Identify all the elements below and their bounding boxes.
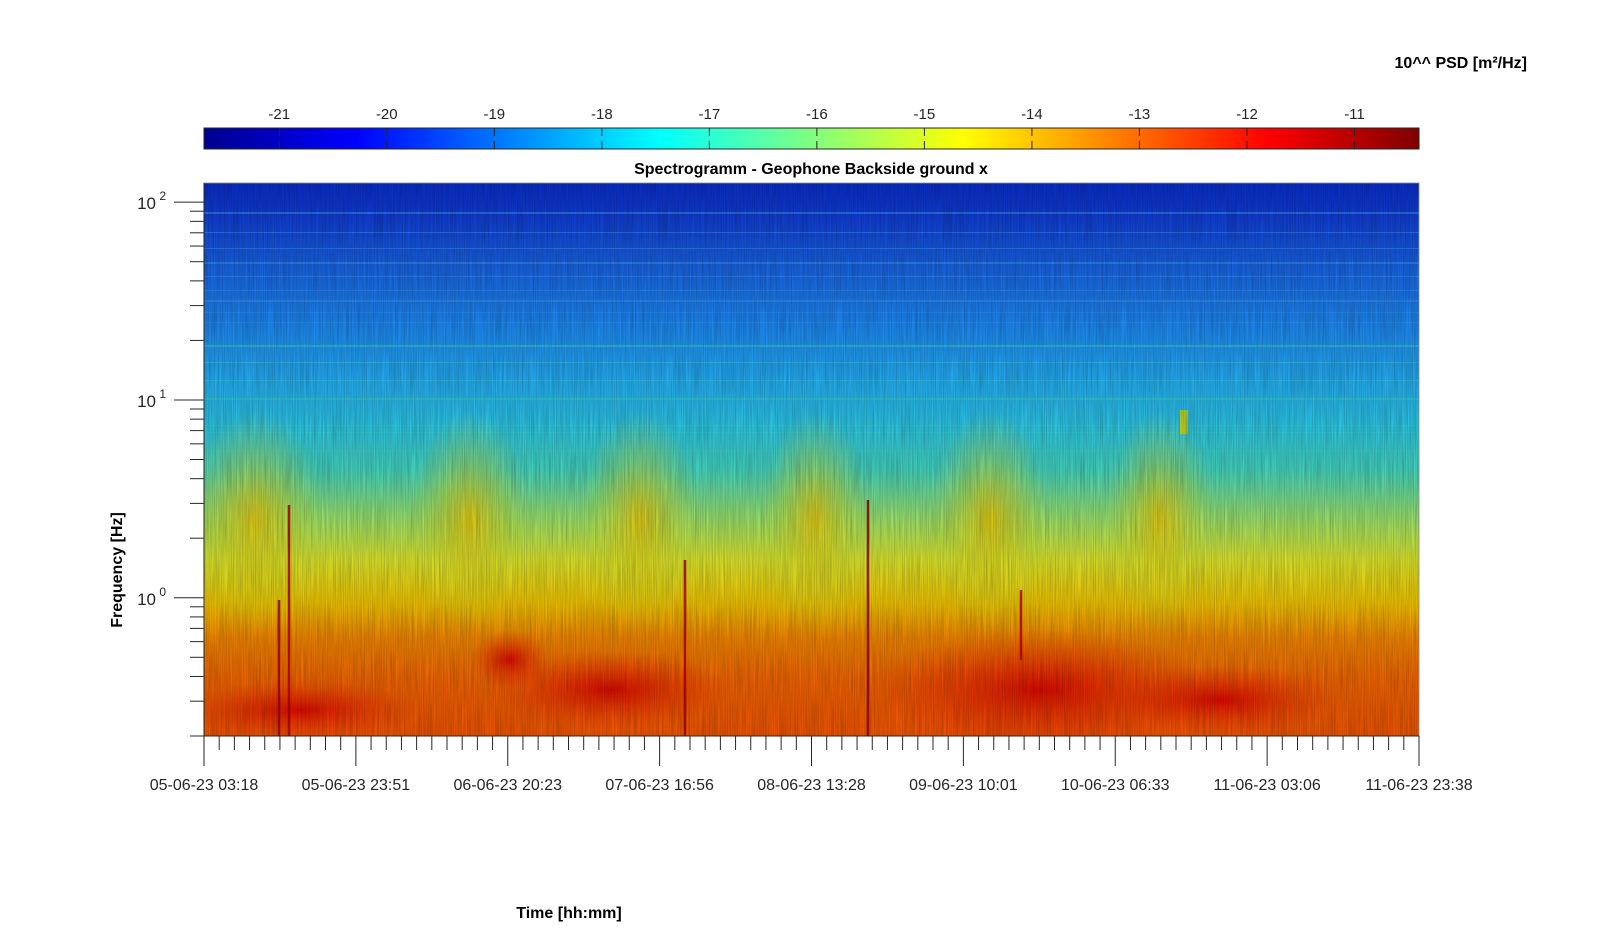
colorbar-tick-label: -21 xyxy=(268,106,290,123)
chart-title: Spectrogramm - Geophone Backside ground … xyxy=(634,161,988,178)
colorbar-gradient xyxy=(203,127,1420,150)
y-tick-exponent: 0 xyxy=(159,585,166,599)
plot-area xyxy=(204,183,1419,736)
x-axis: 05-06-23 03:18 05-06-23 23:51 06-06-23 20:… xyxy=(150,735,1473,794)
y-tick-exponent: 2 xyxy=(159,189,166,203)
y-tick-exponent: 1 xyxy=(159,387,166,401)
colorbar-tick-label: -14 xyxy=(1021,106,1043,123)
y-tick-label: 10 0 xyxy=(137,585,166,609)
x-tick-label: 10-06-23 06:33 xyxy=(1061,777,1170,794)
y-tick-label: 10 1 xyxy=(137,387,166,411)
x-tick-label: 05-06-23 23:51 xyxy=(302,777,411,794)
y-tick-base: 10 xyxy=(137,590,156,609)
colorbar-tick-label: -17 xyxy=(699,106,721,123)
colorbar-tick-label: -13 xyxy=(1129,106,1151,123)
x-tick-label: 05-06-23 03:18 xyxy=(150,777,259,794)
x-tick-label: 11-06-23 03:06 xyxy=(1213,777,1320,794)
x-tick-label: 06-06-23 20:23 xyxy=(453,777,562,794)
colorbar-tick-label: -19 xyxy=(483,106,505,123)
colorbar-tick-label: -16 xyxy=(806,106,828,123)
y-tick-base: 10 xyxy=(137,194,156,213)
colorbar-tick-label: -11 xyxy=(1344,106,1365,123)
x-tick-label: 09-06-23 10:01 xyxy=(909,777,1018,794)
spectrogram-grain xyxy=(204,183,1419,736)
colorbar-tick-label: -15 xyxy=(914,106,936,123)
y-tick-base: 10 xyxy=(137,392,156,411)
colorbar-tick-label: -20 xyxy=(376,106,398,123)
colorbar: -21 -20 -19 -18 -17 -16 -15 -14 -13 -12 -11 10^^ P… xyxy=(203,55,1527,150)
y-tick-label: 10 2 xyxy=(137,189,166,213)
colorbar-tick-label: -18 xyxy=(591,106,613,123)
y-axis-label: Frequency [Hz] xyxy=(109,512,126,628)
colorbar-ticks: -21 -20 -19 -18 -17 -16 -15 -14 -13 -12 -11 xyxy=(268,106,1365,149)
x-tick-label: 08-06-23 13:28 xyxy=(757,777,866,794)
x-tick-label: 07-06-23 16:56 xyxy=(605,777,714,794)
x-axis-label: Time [hh:mm] xyxy=(516,905,621,922)
colorbar-tick-label: -12 xyxy=(1236,106,1258,123)
x-tick-label: 11-06-23 23:38 xyxy=(1365,777,1472,794)
colorbar-label: 10^^ PSD [m²/Hz] xyxy=(1395,55,1527,72)
